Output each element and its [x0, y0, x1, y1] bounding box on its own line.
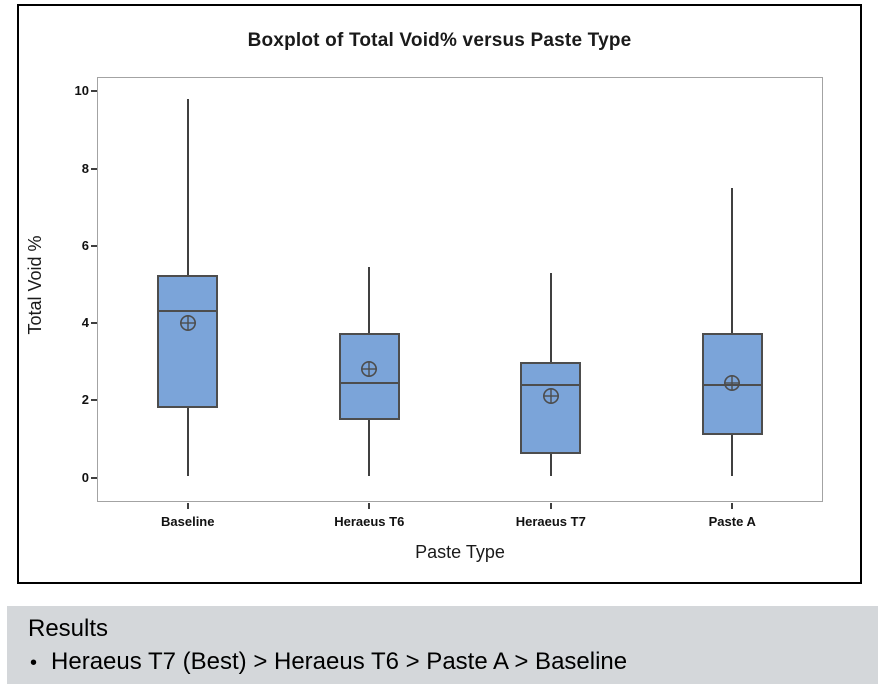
box-heraeus-t7 [520, 361, 582, 455]
median-line-baseline [157, 310, 219, 313]
y-tick-label-10: 10 [74, 83, 89, 99]
bullet-icon: • [30, 652, 38, 674]
median-line-heraeus-t7 [520, 383, 582, 386]
chart-title: Boxplot of Total Void% versus Paste Type [247, 30, 632, 51]
y-tick-mark-8 [91, 167, 97, 170]
y-tick-mark-6 [91, 244, 97, 247]
median-line-heraeus-t6 [338, 381, 400, 384]
x-tick-mark-heraeus-t6 [368, 503, 371, 509]
x-tick-label-heraeus-t7: Heraeus T7 [515, 514, 586, 529]
results-heading: Results [28, 615, 109, 642]
y-tick-label-2: 2 [81, 392, 89, 408]
mean-marker-icon-heraeus-t6 [360, 360, 378, 378]
y-tick-label-6: 6 [81, 237, 89, 253]
y-tick-mark-4 [91, 322, 97, 325]
whisker-paste-a [731, 187, 734, 476]
x-tick-mark-heraeus-t7 [549, 503, 552, 509]
mean-marker-icon-baseline [179, 314, 197, 332]
y-tick-mark-10 [91, 90, 97, 93]
x-tick-label-heraeus-t6: Heraeus T6 [334, 514, 405, 529]
mean-marker-icon-heraeus-t7 [542, 387, 560, 405]
x-axis-title: Paste Type [415, 542, 505, 562]
x-tick-mark-paste-a [731, 503, 734, 509]
x-tick-label-baseline: Baseline [161, 514, 215, 529]
y-tick-mark-2 [91, 399, 97, 402]
y-tick-label-4: 4 [81, 315, 89, 331]
x-tick-label-paste-a: Paste A [708, 514, 756, 529]
box-baseline [157, 274, 219, 408]
results-bullet-text: Heraeus T7 (Best) > Heraeus T6 > Paste A… [51, 648, 628, 675]
box-heraeus-t6 [338, 332, 400, 420]
y-axis-title: Total Void % [25, 235, 45, 335]
results-panel: Results • Heraeus T7 (Best) > Heraeus T6… [7, 606, 878, 684]
mean-marker-icon-paste-a [723, 374, 741, 392]
y-tick-label-8: 8 [81, 160, 89, 176]
y-tick-label-0: 0 [81, 469, 89, 485]
x-tick-mark-baseline [186, 503, 189, 509]
results-bullet-line: • Heraeus T7 (Best) > Heraeus T6 > Paste… [28, 645, 878, 680]
y-tick-mark-0 [91, 476, 97, 479]
boxplot-figure: Boxplot of Total Void% versus Paste Type… [17, 4, 862, 584]
